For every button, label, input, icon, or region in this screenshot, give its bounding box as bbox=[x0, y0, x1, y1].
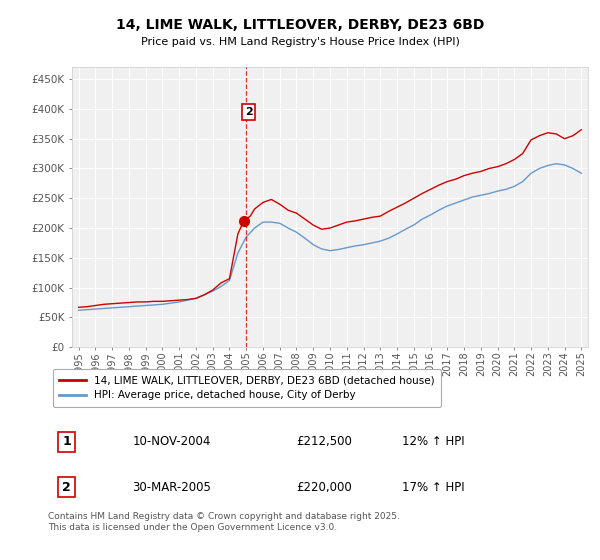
Text: Price paid vs. HM Land Registry's House Price Index (HPI): Price paid vs. HM Land Registry's House … bbox=[140, 37, 460, 47]
Text: 17% ↑ HPI: 17% ↑ HPI bbox=[402, 480, 464, 493]
Text: 12% ↑ HPI: 12% ↑ HPI bbox=[402, 435, 464, 449]
Text: 10-NOV-2004: 10-NOV-2004 bbox=[133, 435, 211, 449]
Text: Contains HM Land Registry data © Crown copyright and database right 2025.
This d: Contains HM Land Registry data © Crown c… bbox=[48, 512, 400, 532]
Text: 14, LIME WALK, LITTLEOVER, DERBY, DE23 6BD: 14, LIME WALK, LITTLEOVER, DERBY, DE23 6… bbox=[116, 18, 484, 32]
Legend: 14, LIME WALK, LITTLEOVER, DERBY, DE23 6BD (detached house), HPI: Average price,: 14, LIME WALK, LITTLEOVER, DERBY, DE23 6… bbox=[53, 369, 441, 407]
Text: £212,500: £212,500 bbox=[296, 435, 352, 449]
Text: 2: 2 bbox=[62, 480, 71, 493]
Text: 30-MAR-2005: 30-MAR-2005 bbox=[133, 480, 211, 493]
Text: 2: 2 bbox=[245, 107, 253, 117]
Text: £220,000: £220,000 bbox=[296, 480, 352, 493]
Text: 1: 1 bbox=[62, 435, 71, 449]
